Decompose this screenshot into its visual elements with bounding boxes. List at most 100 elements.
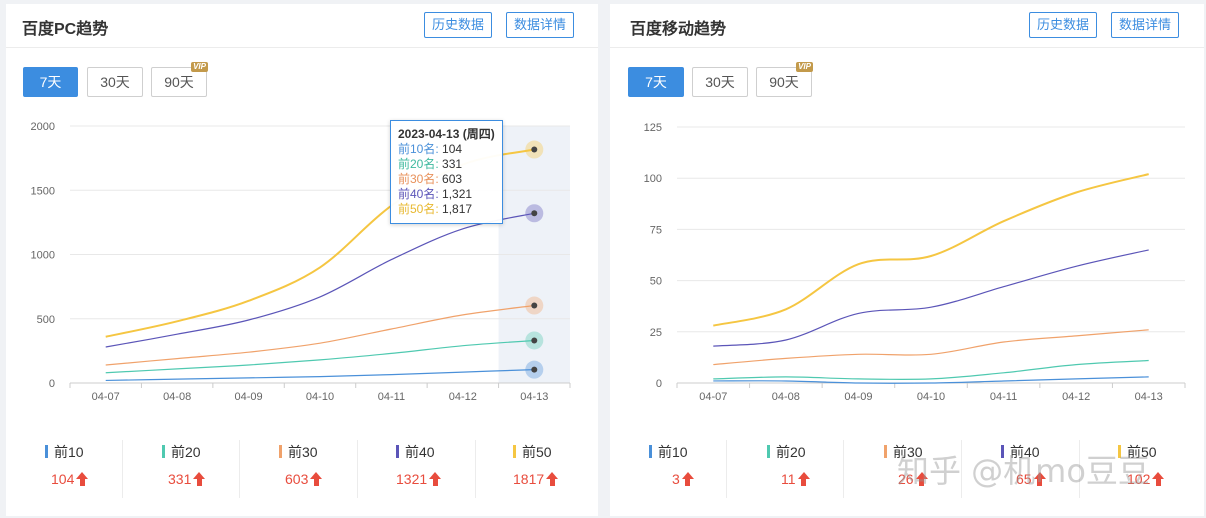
divider	[1079, 440, 1080, 498]
stat-value: 3	[672, 471, 680, 487]
series-line-4	[105, 212, 535, 348]
tab-30-days[interactable]: 30天	[87, 67, 143, 97]
data-point	[531, 302, 538, 309]
x-tick-label: 04-10	[917, 391, 945, 403]
y-tick-label: 2000	[31, 121, 55, 133]
tab-90-days[interactable]: 90天 VIP	[756, 62, 813, 97]
y-tick-label: 0	[656, 378, 662, 390]
stat-label: 前10	[54, 444, 84, 460]
tooltip-row-value: 1,321	[442, 187, 473, 201]
stat-label: 前20	[171, 444, 201, 460]
series-line-5	[713, 173, 1149, 327]
x-tick-label: 04-12	[449, 391, 477, 403]
stat-label: 前10	[658, 444, 688, 460]
divider	[357, 440, 358, 498]
y-tick-label: 500	[37, 314, 55, 326]
legend-swatch	[1001, 445, 1004, 458]
tooltip-row-top30: 前30名: 603	[398, 172, 463, 186]
stat-top50: 前50 1817	[476, 432, 593, 502]
x-tick-label: 04-11	[378, 391, 405, 403]
trend-up-icon	[429, 472, 442, 486]
stat-label: 前50	[522, 444, 552, 460]
y-tick-label: 75	[650, 224, 662, 236]
stat-value: 102	[1127, 471, 1151, 487]
series-line-4	[713, 249, 1149, 347]
panel-title: 百度PC趋势	[22, 21, 109, 38]
tooltip-row-top50: 前50名: 1,817	[398, 202, 473, 216]
panel-title: 百度移动趋势	[630, 21, 727, 38]
mobile-trend-panel: 百度移动趋势 历史数据 数据详情 7天 30天 90天 VIP 0 25 50 75 10…	[610, 4, 1204, 516]
divider	[475, 440, 476, 498]
legend-swatch	[884, 445, 887, 458]
legend-swatch	[767, 445, 770, 458]
x-tick-label: 04-07	[699, 391, 727, 403]
trend-up-icon	[193, 472, 206, 486]
tab-7-days[interactable]: 7天	[628, 67, 684, 97]
data-details-button[interactable]: 数据详情	[1111, 12, 1180, 38]
divider	[961, 440, 962, 498]
history-data-button[interactable]: 历史数据	[1029, 12, 1098, 38]
y-tick-label: 25	[650, 327, 662, 339]
divider	[239, 440, 240, 498]
stat-label: 前20	[776, 444, 806, 460]
legend-swatch	[45, 445, 48, 458]
data-point	[531, 337, 538, 344]
x-tick-label: 04-12	[1062, 391, 1090, 403]
series-line-2	[713, 359, 1149, 381]
tab-90-days-label: 90天	[164, 74, 194, 90]
trend-up-icon	[310, 472, 323, 486]
tooltip-row-value: 104	[442, 142, 463, 156]
data-details-button[interactable]: 数据详情	[506, 12, 575, 38]
tooltip-row-value: 331	[442, 157, 463, 171]
trend-up-icon	[915, 472, 928, 486]
series-line-2	[105, 339, 535, 374]
stat-label: 前50	[1127, 444, 1157, 460]
x-tick-label: 04-09	[844, 391, 872, 403]
vip-badge: VIP	[191, 62, 208, 72]
x-tick-label: 04-09	[235, 391, 263, 403]
tooltip-row-top20: 前20名: 331	[398, 157, 463, 171]
stat-label: 前40	[1010, 444, 1040, 460]
stat-top20: 前20 11	[727, 432, 843, 502]
tab-30-days[interactable]: 30天	[692, 67, 748, 97]
tooltip-row-label: 前50名	[398, 202, 436, 216]
divider	[843, 440, 844, 498]
tab-7-days[interactable]: 7天	[23, 67, 78, 97]
legend-swatch	[513, 445, 516, 458]
tooltip-row-label: 前30名	[398, 172, 436, 186]
pc-trend-panel: 百度PC趋势 历史数据 数据详情 7天 30天 90天 VIP 0 500 1000 1…	[6, 4, 598, 516]
trend-up-icon	[797, 472, 810, 486]
stat-label: 前40	[405, 444, 435, 460]
stat-top30: 前30 603	[240, 432, 357, 502]
tab-90-days[interactable]: 90天 VIP	[151, 62, 208, 97]
series-line-1	[713, 376, 1149, 384]
tooltip-row-label: 前10名	[398, 142, 436, 156]
trend-up-icon	[1033, 472, 1046, 486]
stat-value: 11	[781, 471, 796, 487]
panel-header: 百度移动趋势 历史数据 数据详情	[610, 4, 1204, 48]
series-line-3	[105, 304, 535, 366]
mobile-trend-chart: 0 25 50 75 100 125 04-07 04-08 04-09 04-10 04-11 04…	[644, 122, 1186, 403]
history-data-button[interactable]: 历史数据	[424, 12, 493, 38]
y-tick-label: 1000	[31, 250, 55, 262]
tooltip-row-label: 前20名	[398, 157, 436, 171]
legend-swatch	[162, 445, 165, 458]
divider	[726, 440, 727, 498]
stat-value: 1321	[396, 471, 428, 487]
data-point	[531, 210, 538, 217]
tooltip-row-top40: 前40名: 1,321	[398, 187, 473, 201]
x-tick-label: 04-11	[990, 391, 1017, 403]
data-point	[531, 146, 538, 153]
data-point	[531, 366, 538, 373]
stat-value: 65	[1016, 471, 1032, 487]
tooltip-row-value: 1,817	[442, 202, 473, 216]
stat-top10: 前10 104	[6, 432, 122, 502]
trend-up-icon	[546, 472, 559, 486]
stats-summary: 前10 3 前20 11 前30 26 前40 65 前50 102	[610, 432, 1204, 502]
series-line-3	[713, 329, 1149, 366]
pc-trend-chart: 0 500 1000 1500 2000 04-07 04-08 04-09 04-10 04-1…	[31, 121, 571, 403]
tooltip-row-top10: 前10名: 104	[398, 142, 463, 156]
legend-swatch	[279, 445, 282, 458]
y-tick-label: 1500	[31, 185, 55, 197]
stat-top20: 前20 331	[123, 432, 239, 502]
